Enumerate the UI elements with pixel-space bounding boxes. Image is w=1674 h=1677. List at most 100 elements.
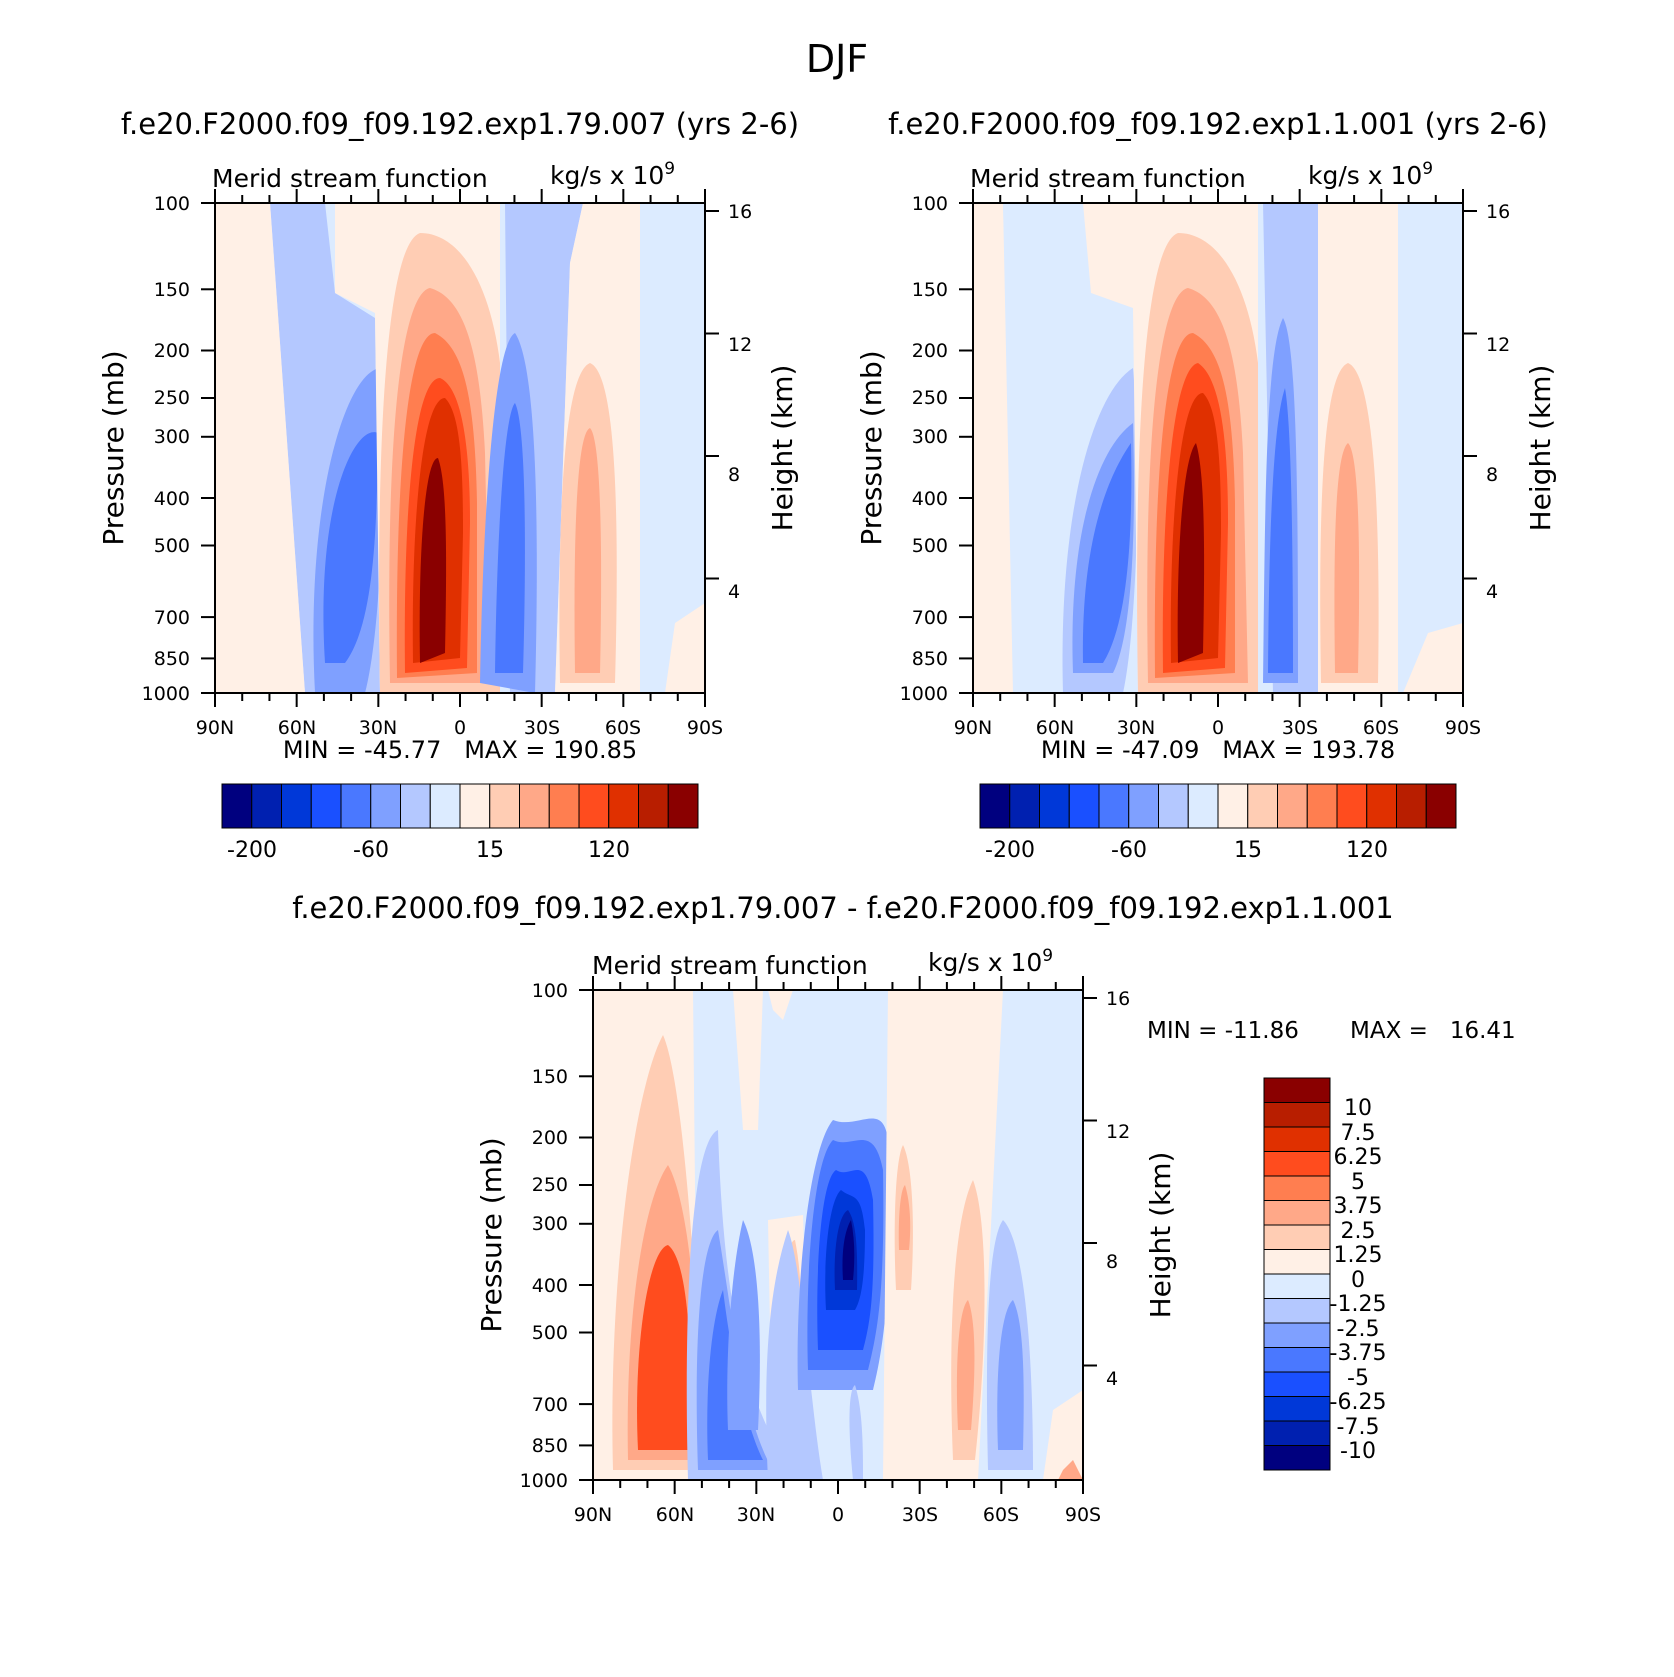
panel-1-y-tick: 300 (154, 426, 190, 448)
panel-2-run-1: f.e20.F2000.f09_f09.192.exp1.1.001 (yrs … (855, 107, 1557, 863)
panel-1-left-string: Merid stream function (212, 164, 488, 193)
colorbar-swatch (548, 783, 580, 829)
colorbar-swatch (578, 783, 610, 829)
panel-1-y-tick: 1000 (142, 683, 190, 705)
panel-2-y-label: Pressure (mb) (855, 350, 888, 545)
panel-1-title: f.e20.F2000.f09_f09.192.exp1.79.007 (yrs… (121, 107, 799, 141)
colorbar-swatch (1098, 783, 1130, 829)
panel-3-y-label: Pressure (mb) (475, 1137, 508, 1332)
panel-1-y-tick: 700 (154, 607, 190, 629)
colorbar-swatch (459, 783, 491, 829)
contour-level-12 (637, 1245, 691, 1450)
panel-3-y-tick: 100 (532, 980, 568, 1002)
panel-2-y-tick: 1000 (900, 683, 948, 705)
panel-1-stats: MIN = -45.77 MAX = 190.85 (283, 736, 637, 764)
panel-3-cb-label: -2.5 (1337, 1317, 1380, 1342)
panel-2-height-tick: 8 (1486, 464, 1498, 486)
panel-2-x-tick: 0 (1212, 717, 1224, 739)
panel-3-units: kg/s x 109 (928, 946, 1053, 977)
panel-2-y-tick: 850 (912, 648, 948, 670)
panel-3-y-tick: 400 (532, 1275, 568, 1297)
panel-1-y-tick: 850 (154, 648, 190, 670)
colorbar-swatch (1263, 1396, 1331, 1422)
panel-2-y-tick: 100 (912, 193, 948, 215)
panel-1-cb-label: -200 (227, 838, 277, 863)
panel-3-cb-label: 1.25 (1334, 1243, 1383, 1268)
contour-level-15 (1177, 443, 1205, 663)
panel-3-left-string: Merid stream function (592, 951, 868, 980)
colorbar-swatch (1396, 783, 1427, 829)
panel-2-units-base: kg/s x 10 (1308, 161, 1422, 190)
colorbar-swatch (1158, 783, 1189, 829)
panel-3-colorbar (1263, 1077, 1331, 1471)
colorbar-swatch (608, 783, 639, 829)
panel-1-y-tick: 200 (154, 340, 190, 362)
panel-2-units-exp: 9 (1422, 159, 1433, 179)
colorbar-swatch (1247, 783, 1278, 829)
panel-2-plot-area (972, 202, 1464, 694)
contour-level-4 (495, 403, 525, 673)
colorbar-swatch (340, 783, 372, 829)
panel-3-cb-label: 7.5 (1341, 1121, 1376, 1146)
panel-2-y-tick: 400 (912, 488, 948, 510)
panel-2-y-tick: 150 (912, 279, 948, 301)
panel-1-cb-label: 15 (476, 838, 504, 863)
panel-2-cb-label: -60 (1111, 838, 1147, 863)
panel-1-x-tick: 60N (278, 717, 316, 739)
colorbar-swatch (1128, 783, 1159, 829)
panel-3-cb-label: -5 (1347, 1366, 1369, 1391)
panel-2-colorbar (979, 783, 1457, 829)
panel-1-x-axis: 90N 60N 30N 0 30S 60S 90S (196, 717, 723, 739)
contour-level-8 (215, 203, 305, 693)
panel-3-cb-label: -3.75 (1330, 1341, 1387, 1366)
contour-level-15 (419, 458, 447, 663)
panel-1-units-exp: 9 (664, 159, 675, 179)
panel-3-x-tick: 0 (832, 1504, 844, 1526)
panel-2-x-tick: 60S (1363, 717, 1399, 739)
panel-3-y-tick: 1000 (520, 1470, 568, 1492)
colorbar-swatch (638, 783, 669, 829)
contour-level-10 (574, 428, 602, 673)
panel-1-units-base: kg/s x 10 (550, 161, 664, 190)
colorbar-swatch (667, 783, 699, 829)
panel-1-x-tick: 90N (196, 717, 234, 739)
panel-3-y-tick: 850 (532, 1435, 568, 1457)
panel-2-height-tick: 16 (1486, 201, 1510, 223)
panel-3-cb-label: -10 (1340, 1439, 1376, 1464)
panel-1-y-tick: 150 (154, 279, 190, 301)
contour-level-4 (323, 432, 378, 663)
contour-level-0 (842, 1220, 855, 1280)
panel-1-x-tick: 30N (359, 717, 397, 739)
panel-2-title: f.e20.F2000.f09_f09.192.exp1.1.001 (yrs … (888, 107, 1548, 141)
colorbar-swatch (251, 783, 282, 829)
panel-2-stats: MIN = -47.09 MAX = 193.78 (1041, 736, 1395, 764)
panel-2-height-label: Height (km) (1524, 365, 1557, 532)
colorbar-swatch (1263, 1322, 1331, 1348)
colorbar-swatch (1009, 783, 1040, 829)
panel-2-y-tick: 300 (912, 426, 948, 448)
panel-1-height-label: Height (km) (766, 365, 799, 532)
panel-3-colorbar-labels: 10 7.5 6.25 5 3.75 2.5 1.25 0 -1.25 -2.5… (1330, 1096, 1387, 1464)
panel-3-y-tick: 250 (532, 1174, 568, 1196)
contour-level-5 (997, 1300, 1024, 1450)
colorbar-swatch (221, 783, 253, 829)
panel-3-cb-label: -1.25 (1330, 1292, 1387, 1317)
panel-3-y-tick: 150 (532, 1066, 568, 1088)
colorbar-swatch (1263, 1102, 1331, 1128)
panel-1-cb-label: 120 (588, 838, 630, 863)
contour-level-8 (733, 990, 763, 1130)
colorbar-swatch (1263, 1224, 1331, 1250)
panel-3-height-tick: 12 (1106, 1121, 1130, 1143)
panel-3-cb-label: 0 (1351, 1268, 1365, 1293)
panel-1-height-tick: 8 (728, 464, 740, 486)
panel-2-y-tick: 700 (912, 607, 948, 629)
panel-1-y-tick: 100 (154, 193, 190, 215)
panel-1-run-79: f.e20.F2000.f09_f09.192.exp1.79.007 (yrs… (97, 107, 799, 863)
contour-level-7 (1398, 203, 1463, 693)
contour-level-8 (1043, 1390, 1083, 1480)
panel-3-y-tick: 500 (532, 1322, 568, 1344)
panel-3-x-tick: 90S (1065, 1504, 1101, 1526)
panel-1-y-tick: 250 (154, 387, 190, 409)
contour-level-6 (849, 1385, 863, 1480)
panel-3-left-axis: 100 150 200 250 300 400 500 700 850 1000… (475, 980, 568, 1492)
